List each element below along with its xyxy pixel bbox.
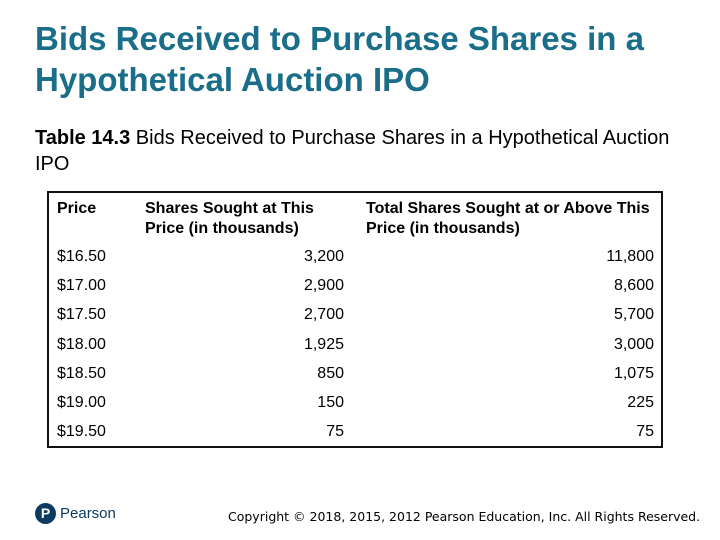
table-row: $16.50 3,200 11,800 [48,242,662,271]
price-cell: $17.00 [57,277,106,295]
bids-table: Price Shares Sought at This Price (in th… [47,191,663,449]
shares-sought-cell: 2,700 [303,306,344,324]
price-cell: $19.00 [57,394,106,412]
header-total-shares: Total Shares Sought at or Above This Pri… [366,200,650,237]
table-caption: Table 14.3 Bids Received to Purchase Sha… [35,125,685,177]
shares-sought-cell: 150 [317,394,344,412]
shares-sought-cell: 3,200 [303,248,344,265]
total-shares-cell: 8,600 [613,277,654,295]
total-shares-cell: 3,000 [613,335,654,353]
price-cell: $18.50 [57,364,106,382]
header-price: Price [57,200,97,217]
pearson-logo-text: Pearson [60,504,116,522]
pearson-logo-icon: P [35,502,56,524]
shares-sought-cell: 850 [317,364,344,382]
total-shares-cell: 11,800 [606,248,654,265]
price-cell: $17.50 [57,306,106,324]
table-caption-text: Bids Received to Purchase Shares in a Hy… [35,127,670,175]
table-row: $19.00 150 225 [48,388,662,417]
table-row: $17.50 2,700 5,700 [48,300,662,329]
price-cell: $16.50 [57,248,106,265]
table-row: $19.50 75 75 [48,417,662,447]
copyright-notice: Copyright © 2018, 2015, 2012 Pearson Edu… [228,509,701,524]
shares-sought-cell: 2,900 [303,277,344,295]
header-shares-sought: Shares Sought at This Price (in thousand… [145,200,314,237]
total-shares-cell: 225 [627,394,654,412]
shares-sought-cell: 75 [326,423,344,441]
table-row: $18.50 850 1,075 [48,359,662,388]
price-cell: $19.50 [57,423,106,441]
shares-sought-cell: 1,925 [303,335,344,353]
total-shares-cell: 5,700 [613,306,654,324]
table-header-row: Price Shares Sought at This Price (in th… [48,192,662,242]
price-cell: $18.00 [57,335,106,353]
table-row: $18.00 1,925 3,000 [48,330,662,359]
table-row: $17.00 2,900 8,600 [48,271,662,300]
total-shares-cell: 75 [636,423,654,441]
slide-title: Bids Received to Purchase Shares in a Hy… [35,20,644,98]
pearson-logo: P Pearson [35,500,116,526]
total-shares-cell: 1,075 [613,364,654,382]
table-caption-label: Table 14.3 [35,127,131,149]
